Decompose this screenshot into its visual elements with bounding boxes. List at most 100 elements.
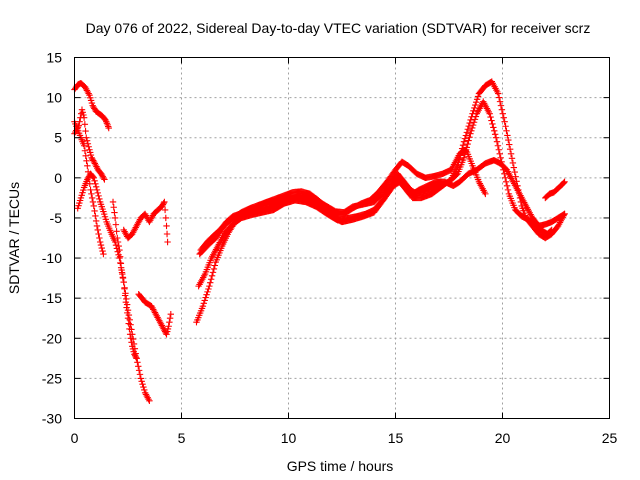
data-point <box>470 119 478 126</box>
data-point <box>88 194 96 202</box>
data-point <box>207 276 215 283</box>
data-point <box>472 101 479 109</box>
data-point <box>127 335 135 342</box>
data-point <box>83 137 91 144</box>
data-point <box>473 98 480 106</box>
data-point <box>140 383 147 391</box>
data-point <box>491 131 499 138</box>
data-point <box>165 323 172 330</box>
data-point <box>459 141 467 149</box>
data-point <box>505 136 512 144</box>
x-tick-label: 10 <box>281 430 297 446</box>
data-point <box>115 242 122 250</box>
data-point <box>205 285 212 293</box>
data-point <box>496 98 504 105</box>
data-point <box>84 162 91 169</box>
y-tick-label: 0 <box>54 170 62 186</box>
data-point <box>95 192 102 200</box>
data-point <box>124 309 131 317</box>
data-point <box>128 339 135 346</box>
y-tick-label: -15 <box>42 290 62 306</box>
data-point <box>166 319 173 326</box>
data-point <box>113 228 120 235</box>
x-tick-label: 15 <box>388 430 404 446</box>
data-point <box>90 202 97 210</box>
data-point <box>468 113 475 120</box>
data-point <box>208 272 216 280</box>
series-track-f <box>120 198 171 246</box>
data-point <box>81 121 89 128</box>
data-point <box>141 386 148 394</box>
data-point <box>507 150 515 157</box>
data-point <box>132 353 140 361</box>
data-point <box>96 234 103 242</box>
data-point <box>162 214 170 222</box>
data-point <box>139 380 146 388</box>
data-point <box>200 300 208 307</box>
data-point <box>160 200 167 207</box>
data-point <box>111 214 119 222</box>
data-point <box>488 117 495 124</box>
series-track-e <box>109 198 140 362</box>
data-point <box>496 150 503 157</box>
data-point <box>116 254 123 262</box>
data-point <box>163 222 170 230</box>
data-point <box>201 297 208 304</box>
data-point <box>161 206 169 214</box>
data-point <box>93 222 101 230</box>
data-point <box>509 159 517 167</box>
data-point <box>166 315 174 322</box>
data-point <box>561 178 568 186</box>
data-point <box>493 138 501 145</box>
data-point <box>98 244 105 252</box>
data-point <box>502 174 509 182</box>
data-point <box>138 378 145 385</box>
data-point <box>490 124 497 131</box>
data-point <box>504 186 512 194</box>
data-point <box>474 93 482 100</box>
data-point <box>89 173 97 181</box>
data-point <box>464 140 471 148</box>
data-point <box>462 132 470 139</box>
data-point <box>124 315 132 322</box>
data-point <box>473 96 481 103</box>
data-point <box>134 359 141 366</box>
data-point <box>510 164 518 171</box>
data-point <box>88 190 95 198</box>
data-point <box>469 121 477 129</box>
data-point <box>501 118 508 125</box>
data-point <box>94 226 101 234</box>
data-point <box>503 182 511 190</box>
x-axis-label: GPS time / hours <box>287 458 394 474</box>
data-point <box>487 113 494 121</box>
data-point <box>167 311 174 318</box>
data-point <box>206 282 213 290</box>
data-point <box>89 198 97 206</box>
y-tick-label: -20 <box>42 330 62 346</box>
data-point <box>501 170 508 178</box>
data-point <box>502 123 509 130</box>
data-point <box>121 292 129 299</box>
data-point <box>90 174 97 182</box>
data-point <box>508 155 516 162</box>
data-point <box>110 204 117 211</box>
data-point <box>91 207 98 215</box>
series-track-k <box>196 156 568 258</box>
data-point <box>506 141 513 148</box>
y-tick-label: -10 <box>42 250 62 266</box>
data-point <box>95 230 102 238</box>
data-point <box>112 221 120 228</box>
data-point <box>560 211 567 218</box>
data-point <box>120 278 127 286</box>
data-point <box>460 138 468 145</box>
data-point <box>82 152 89 159</box>
data-point <box>96 238 104 246</box>
data-point <box>121 285 128 293</box>
data-point <box>495 94 503 101</box>
data-point <box>463 129 471 136</box>
x-tick-label: 5 <box>178 430 186 446</box>
data-point <box>135 367 143 374</box>
x-tick-label: 0 <box>71 430 79 446</box>
data-point <box>506 145 514 153</box>
